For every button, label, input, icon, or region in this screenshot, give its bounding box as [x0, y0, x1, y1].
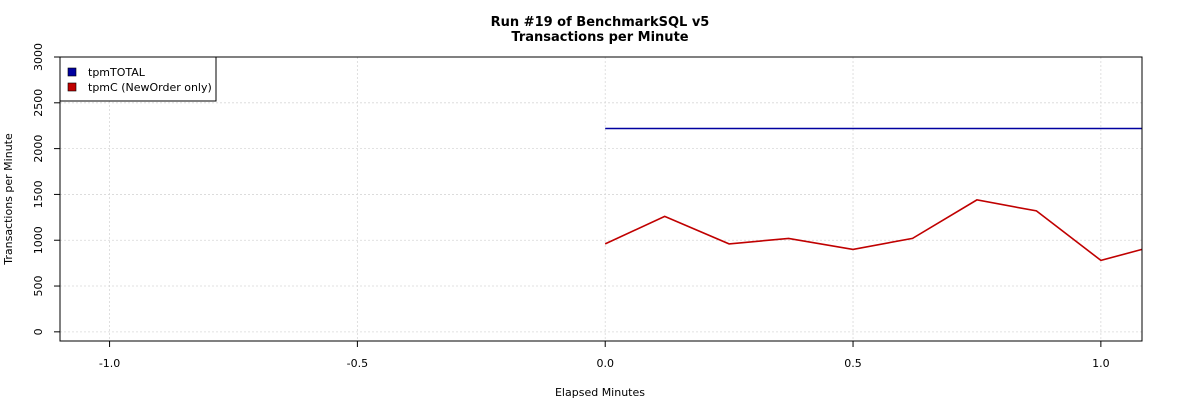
x-axis: -1.0 -0.5 0.0 0.5 1.0	[99, 341, 1110, 370]
legend-label-tpmc: tpmC (NewOrder only)	[88, 81, 212, 94]
y-axis: 0 500 1000 1500 2000 2500 3000	[32, 43, 60, 335]
y-tick-label: 1000	[32, 226, 45, 254]
chart-title: Run #19 of BenchmarkSQL v5	[491, 15, 710, 30]
x-tick-label: -1.0	[99, 357, 120, 370]
legend-swatch-tpmc	[67, 82, 77, 92]
legend-box	[59, 56, 217, 102]
series-line-1	[604, 199, 1143, 262]
chart-subtitle: Transactions per Minute	[511, 30, 688, 45]
x-tick-label: 1.0	[1092, 357, 1110, 370]
grid	[60, 56, 1142, 341]
y-tick-label: 0	[32, 328, 45, 335]
legend-label-tpmtotal: tpmTOTAL	[88, 66, 146, 79]
y-tick-label: 2000	[32, 135, 45, 163]
y-tick-label: 1500	[32, 180, 45, 208]
y-axis-label: Transactions per Minute	[2, 133, 15, 266]
y-tick-label: 3000	[32, 43, 45, 71]
x-tick-label: 0.5	[844, 357, 862, 370]
x-tick-label: -0.5	[347, 357, 368, 370]
x-tick-label: 0.0	[596, 357, 614, 370]
y-tick-label: 2500	[32, 89, 45, 117]
series-group	[604, 127, 1143, 262]
plot-frame	[59, 56, 1143, 342]
legend-swatch-tpmtotal	[67, 67, 77, 77]
x-axis-label: Elapsed Minutes	[555, 386, 645, 399]
y-tick-label: 500	[32, 276, 45, 297]
legend: tpmTOTAL tpmC (NewOrder only)	[59, 56, 217, 102]
